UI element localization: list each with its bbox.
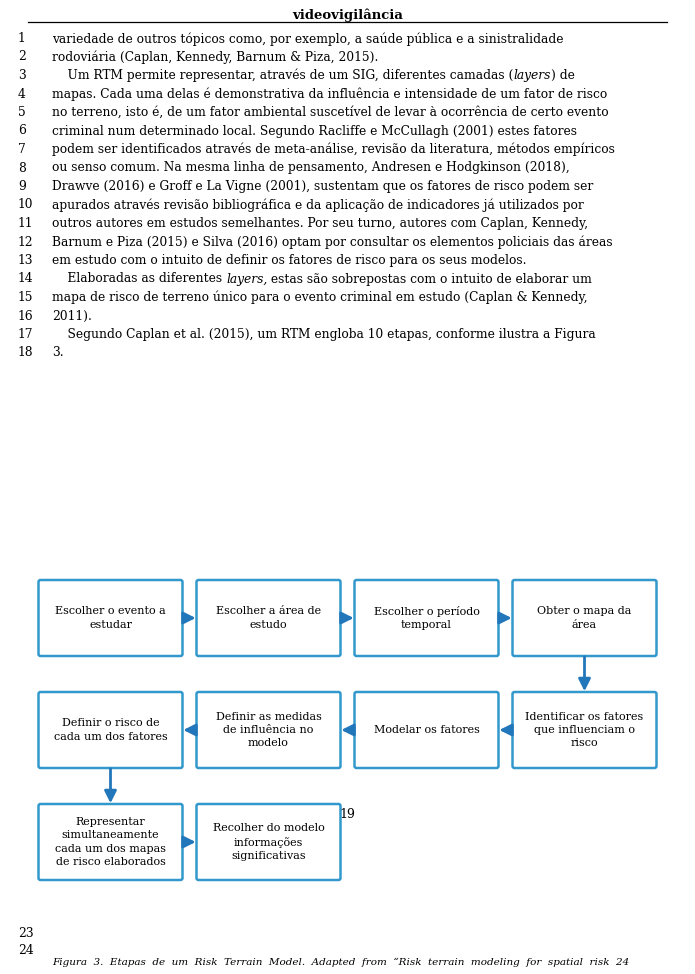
Text: 4: 4 [18,88,26,100]
Text: 17: 17 [18,328,33,341]
Text: Obter o mapa da
área: Obter o mapa da área [537,607,632,629]
Text: 5: 5 [18,106,26,119]
Text: outros autores em estudos semelhantes. Por seu turno, autores com Caplan, Kenned: outros autores em estudos semelhantes. P… [52,217,588,230]
Text: 13: 13 [18,254,33,267]
Text: 3: 3 [18,69,26,82]
Text: 12: 12 [18,236,33,248]
Text: 10: 10 [18,199,33,211]
Text: 3.: 3. [52,347,64,359]
Text: Definir as medidas
de influência no
modelo: Definir as medidas de influência no mode… [215,712,321,748]
Text: 18: 18 [18,347,33,359]
Text: 16: 16 [18,310,33,322]
FancyBboxPatch shape [38,692,183,768]
Text: 7: 7 [18,143,26,156]
Text: Modelar os fatores: Modelar os fatores [374,725,480,735]
Text: apurados através revisão bibliográfica e da aplicação de indicadores já utilizad: apurados através revisão bibliográfica e… [52,199,584,212]
Text: ou senso comum. Na mesma linha de pensamento, Andresen e Hodgkinson (2018),: ou senso comum. Na mesma linha de pensam… [52,162,570,174]
Text: mapas. Cada uma delas é demonstrativa da influência e intensidade de um fator de: mapas. Cada uma delas é demonstrativa da… [52,88,607,101]
Text: rodoviária (Caplan, Kennedy, Barnum & Piza, 2015).: rodoviária (Caplan, Kennedy, Barnum & Pi… [52,51,378,64]
Text: layers: layers [514,69,550,82]
Text: Barnum e Piza (2015) e Silva (2016) optam por consultar os elementos policiais d: Barnum e Piza (2015) e Silva (2016) opta… [52,236,612,249]
Text: podem ser identificados através de meta-análise, revisão da literatura, métodos : podem ser identificados através de meta-… [52,143,615,157]
Text: 2: 2 [18,51,26,63]
Text: Segundo Caplan et al. (2015), um RTM engloba 10 etapas, conforme ilustra a Figur: Segundo Caplan et al. (2015), um RTM eng… [52,328,596,341]
Text: Escolher o evento a
estudar: Escolher o evento a estudar [55,607,166,629]
Text: layers,: layers, [226,273,268,285]
Text: 2011).: 2011). [52,310,92,322]
Text: 14: 14 [18,273,33,285]
Text: 6: 6 [18,125,26,137]
Text: 8: 8 [18,162,26,174]
FancyBboxPatch shape [197,692,341,768]
FancyBboxPatch shape [354,580,498,656]
Text: 11: 11 [18,217,33,230]
FancyBboxPatch shape [512,692,657,768]
FancyBboxPatch shape [354,692,498,768]
Text: 23: 23 [18,927,33,940]
Text: Recolher do modelo
informações
significativas: Recolher do modelo informações significa… [213,823,325,861]
FancyBboxPatch shape [38,580,183,656]
Text: 9: 9 [18,180,26,193]
Text: Escolher o período
temporal: Escolher o período temporal [374,606,480,630]
FancyBboxPatch shape [197,580,341,656]
FancyBboxPatch shape [38,804,183,880]
Text: Identificar os fatores
que influenciam o
risco: Identificar os fatores que influenciam o… [525,712,644,748]
Text: Representar
simultaneamente
cada um dos mapas
de risco elaborados: Representar simultaneamente cada um dos … [55,817,166,867]
FancyBboxPatch shape [197,804,341,880]
Text: Drawve (2016) e Groff e La Vigne (2001), sustentam que os fatores de risco podem: Drawve (2016) e Groff e La Vigne (2001),… [52,180,594,193]
Text: em estudo com o intuito de definir os fatores de risco para os seus modelos.: em estudo com o intuito de definir os fa… [52,254,527,267]
Text: no terreno, isto é, de um fator ambiental suscetível de levar à ocorrência de ce: no terreno, isto é, de um fator ambienta… [52,106,609,119]
Text: 19: 19 [339,808,355,821]
Text: Escolher a área de
estudo: Escolher a área de estudo [216,607,321,629]
Text: variedade de outros tópicos como, por exemplo, a saúde pública e a sinistralidad: variedade de outros tópicos como, por ex… [52,32,564,46]
Text: 15: 15 [18,291,33,304]
Text: Figura  3.  Etapas  de  um  Risk  Terrain  Model.  Adapted  from  “Risk  terrain: Figura 3. Etapas de um Risk Terrain Mode… [52,958,629,967]
Text: ) de: ) de [550,69,575,82]
Text: 1: 1 [18,32,26,45]
Text: videovigilância: videovigilância [292,8,403,21]
Text: criminal num determinado local. Segundo Racliffe e McCullagh (2001) estes fatore: criminal num determinado local. Segundo … [52,125,577,137]
Text: Definir o risco de
cada um dos fatores: Definir o risco de cada um dos fatores [54,719,167,741]
FancyBboxPatch shape [512,580,657,656]
Text: Elaboradas as diferentes: Elaboradas as diferentes [52,273,226,285]
Text: 24: 24 [18,944,34,957]
Text: mapa de risco de terreno único para o evento criminal em estudo (Caplan & Kenned: mapa de risco de terreno único para o ev… [52,291,588,305]
Text: Um RTM permite representar, através de um SIG, diferentes camadas (: Um RTM permite representar, através de u… [52,69,514,83]
Text: estas são sobrepostas com o intuito de elaborar um: estas são sobrepostas com o intuito de e… [268,273,592,285]
